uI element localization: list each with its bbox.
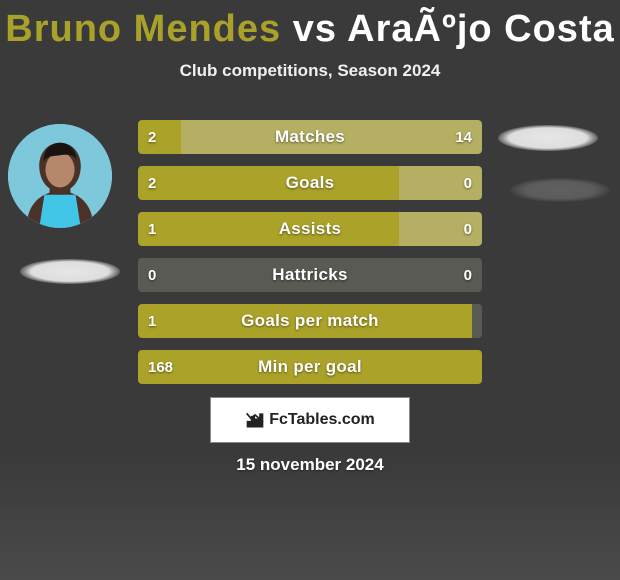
brand-text: FcTables.com: [269, 411, 375, 429]
brand-banner[interactable]: FcTables.com: [210, 397, 410, 443]
avatar-placeholder-icon: [8, 124, 112, 228]
player1-name: Bruno Mendes: [5, 8, 281, 50]
stat-label: Assists: [138, 212, 482, 246]
player2-shadow-bottom: [510, 178, 610, 202]
player1-shadow: [20, 259, 120, 284]
player2-shadow-top: [498, 125, 598, 151]
stat-row: 168Min per goal: [138, 350, 482, 384]
player1-avatar: [8, 124, 112, 228]
stat-row: 1Goals per match: [138, 304, 482, 338]
stat-row: 10Assists: [138, 212, 482, 246]
date-text: 15 november 2024: [0, 455, 620, 475]
stat-row: 214Matches: [138, 120, 482, 154]
stats-bars: 214Matches 20Goals 10Assists 00Hattricks 1Go…: [138, 120, 482, 396]
subtitle: Club competitions, Season 2024: [0, 61, 620, 81]
stat-row: 20Goals: [138, 166, 482, 200]
stat-label: Matches: [138, 120, 482, 154]
page-title: Bruno Mendes vs AraÃºjo Costa: [0, 0, 620, 51]
stat-label: Hattricks: [138, 258, 482, 292]
player2-name: AraÃºjo Costa: [347, 8, 615, 50]
stat-label: Min per goal: [138, 350, 482, 384]
stat-label: Goals per match: [138, 304, 482, 338]
stat-row: 00Hattricks: [138, 258, 482, 292]
chart-icon: [245, 410, 265, 430]
vs-text: vs: [281, 8, 347, 50]
stat-label: Goals: [138, 166, 482, 200]
